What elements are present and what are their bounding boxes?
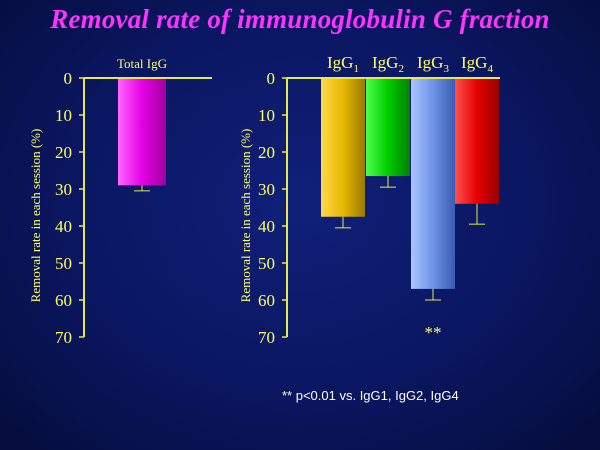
y-tick-label: 40: [55, 217, 72, 236]
y-tick-label: 30: [55, 180, 72, 199]
significance-footnote: ** p<0.01 vs. IgG1, IgG2, IgG4: [282, 388, 459, 403]
bar-igg3: [411, 79, 455, 289]
bar-igg2: [366, 79, 410, 177]
y-tick-label: 50: [258, 254, 275, 273]
category-label: Total IgG: [117, 56, 167, 71]
bar-igg4: [455, 79, 499, 204]
category-label: IgG3: [417, 53, 449, 75]
y-axis-label: Removal rate in each session (%): [238, 129, 253, 303]
y-axis-label: Removal rate in each session (%): [28, 129, 43, 303]
y-tick-label: 70: [55, 328, 72, 347]
y-tick-label: 50: [55, 254, 72, 273]
y-tick-label: 60: [258, 291, 275, 310]
y-tick-label: 20: [258, 143, 275, 162]
significance-annotation: **: [425, 323, 442, 342]
y-tick-label: 20: [55, 143, 72, 162]
y-tick-label: 10: [258, 106, 275, 125]
y-tick-label: 70: [258, 328, 275, 347]
slide-title: Removal rate of immunoglobulin G fractio…: [50, 4, 550, 34]
y-tick-label: 10: [55, 106, 72, 125]
category-label: IgG4: [461, 53, 493, 75]
bar-total-igg: [118, 79, 166, 186]
y-tick-label: 60: [55, 291, 72, 310]
igg-subclass-panel: 0 10 20 30 40 50 60 70 Removal rate in each sess…: [238, 53, 500, 347]
bar-igg1: [321, 79, 365, 217]
y-tick-label: 0: [64, 69, 73, 88]
total-igg-panel: 0 10 20 30 40 50 60 70 Removal rate in each sess…: [28, 56, 212, 347]
category-label: IgG2: [372, 53, 404, 75]
y-tick-label: 40: [258, 217, 275, 236]
category-label: IgG1: [327, 53, 359, 75]
y-tick-label: 0: [267, 69, 276, 88]
y-tick-label: 30: [258, 180, 275, 199]
